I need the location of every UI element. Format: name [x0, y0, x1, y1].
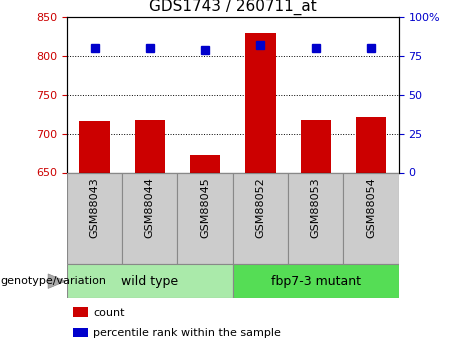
- Bar: [301, 120, 331, 172]
- Bar: [233, 172, 288, 264]
- Bar: [177, 172, 233, 264]
- Text: fbp7-3 mutant: fbp7-3 mutant: [271, 275, 361, 288]
- Bar: [245, 33, 276, 173]
- Bar: [343, 172, 399, 264]
- Text: GSM88044: GSM88044: [145, 177, 155, 238]
- Polygon shape: [48, 274, 65, 288]
- Text: wild type: wild type: [121, 275, 178, 288]
- Text: GSM88053: GSM88053: [311, 177, 321, 238]
- Bar: [73, 327, 89, 337]
- Text: GSM88054: GSM88054: [366, 177, 376, 238]
- Bar: [135, 120, 165, 172]
- Text: GSM88045: GSM88045: [200, 177, 210, 238]
- Text: genotype/variation: genotype/variation: [0, 276, 106, 286]
- Text: percentile rank within the sample: percentile rank within the sample: [94, 328, 281, 338]
- Bar: [356, 117, 386, 172]
- Bar: [122, 172, 177, 264]
- Text: GSM88052: GSM88052: [255, 177, 266, 238]
- Text: count: count: [94, 308, 125, 318]
- Bar: [67, 264, 233, 298]
- Bar: [233, 264, 399, 298]
- Title: GDS1743 / 260711_at: GDS1743 / 260711_at: [149, 0, 317, 14]
- Bar: [67, 172, 122, 264]
- Bar: [190, 155, 220, 172]
- Text: GSM88043: GSM88043: [89, 177, 100, 238]
- Bar: [79, 121, 110, 172]
- Bar: [288, 172, 343, 264]
- Bar: [73, 307, 89, 317]
